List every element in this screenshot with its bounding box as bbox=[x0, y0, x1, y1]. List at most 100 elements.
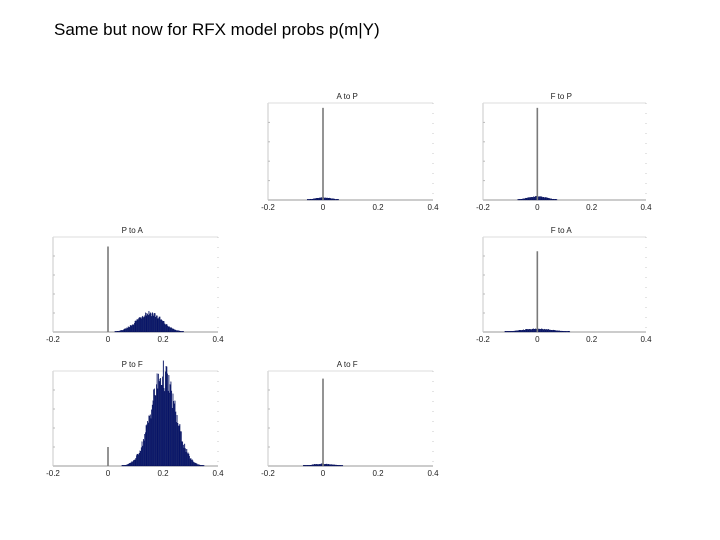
histogram-bar bbox=[516, 330, 518, 333]
histogram-bar bbox=[158, 318, 159, 333]
histogram-bar bbox=[320, 197, 322, 201]
histogram-bar bbox=[546, 197, 547, 201]
histogram-bar bbox=[312, 198, 314, 201]
histogram-bar bbox=[146, 424, 148, 467]
histogram-bar bbox=[544, 329, 546, 333]
histogram-bar bbox=[156, 373, 158, 467]
histogram-bar bbox=[512, 331, 513, 333]
histogram-bar bbox=[129, 325, 131, 333]
histogram-bar bbox=[539, 196, 541, 201]
histogram-bar bbox=[201, 465, 203, 467]
histogram-bar bbox=[120, 330, 122, 333]
histogram-bar bbox=[181, 441, 183, 467]
histogram-bar bbox=[140, 447, 142, 467]
histogram-bar bbox=[514, 330, 516, 333]
histogram-bar bbox=[531, 329, 533, 333]
histogram-bar bbox=[304, 465, 306, 467]
histogram-bar bbox=[148, 415, 150, 467]
histogram-panel: P to F -0.2 0 0.2 0.4 bbox=[46, 360, 224, 478]
histogram-bar bbox=[331, 198, 333, 201]
histogram-bar bbox=[307, 465, 308, 467]
histogram-bar bbox=[308, 199, 310, 201]
histogram-bar bbox=[562, 331, 564, 333]
histogram-bar bbox=[182, 444, 184, 467]
histogram-bar bbox=[565, 331, 567, 333]
x-tick-label: 0 bbox=[535, 203, 540, 212]
histogram-bar bbox=[119, 330, 121, 333]
histogram-bar bbox=[134, 320, 136, 333]
histogram-bar bbox=[165, 324, 167, 333]
histogram-bar bbox=[551, 199, 553, 201]
histogram-bar bbox=[173, 403, 175, 467]
histogram-bar bbox=[518, 199, 520, 201]
histogram-bar bbox=[147, 421, 148, 467]
histogram-bar bbox=[141, 316, 143, 333]
histogram-bar bbox=[324, 463, 326, 467]
histogram-bar bbox=[149, 312, 151, 333]
histogram-bar bbox=[552, 198, 554, 201]
histogram-bar bbox=[140, 451, 142, 467]
histogram-bar bbox=[509, 331, 511, 333]
histogram-bar bbox=[508, 331, 509, 333]
histogram-bar bbox=[531, 197, 532, 201]
histogram-bar bbox=[313, 198, 315, 201]
histogram-bar bbox=[556, 199, 558, 201]
histogram-bar bbox=[160, 319, 162, 333]
histogram-bar bbox=[184, 443, 186, 467]
histogram-bar bbox=[151, 312, 153, 333]
histogram-bar bbox=[138, 317, 140, 333]
histogram-bar bbox=[151, 316, 153, 333]
histogram-bar bbox=[333, 198, 335, 201]
histogram-bar bbox=[521, 329, 523, 333]
histogram-bar bbox=[311, 199, 313, 201]
histogram-bar bbox=[308, 465, 310, 467]
histogram-bar bbox=[180, 331, 181, 333]
histogram-bar bbox=[338, 465, 340, 467]
histogram-bar bbox=[175, 330, 177, 333]
histogram-bar bbox=[127, 464, 129, 467]
histogram-bar bbox=[533, 329, 535, 333]
histogram-bar bbox=[185, 452, 187, 467]
histogram-bar bbox=[512, 331, 514, 333]
histogram-bar bbox=[320, 463, 322, 467]
histogram-bar bbox=[567, 331, 568, 333]
histogram-bar bbox=[144, 315, 146, 333]
histogram-bar bbox=[314, 464, 316, 467]
x-tick-label: 0 bbox=[106, 335, 111, 344]
histogram-bar bbox=[149, 415, 151, 467]
histogram-bar bbox=[340, 465, 341, 467]
histogram-bar bbox=[339, 465, 341, 467]
histogram-bar bbox=[155, 317, 157, 333]
x-tick-label: 0.2 bbox=[372, 203, 384, 212]
histogram-bar bbox=[154, 395, 156, 467]
histogram-bar bbox=[333, 198, 335, 201]
x-tick-label: 0.2 bbox=[372, 469, 384, 478]
histogram-bar bbox=[529, 329, 530, 333]
histogram-bar bbox=[327, 464, 329, 467]
histogram-bar bbox=[312, 464, 314, 467]
histogram-bar bbox=[513, 330, 515, 333]
histogram-bar bbox=[542, 329, 544, 333]
histogram-bar bbox=[162, 376, 164, 467]
histogram-bar bbox=[307, 199, 308, 201]
histogram-bar bbox=[548, 329, 549, 333]
histogram-bar bbox=[166, 366, 168, 467]
histogram-bar bbox=[303, 465, 305, 467]
histogram-bar bbox=[200, 465, 202, 467]
histogram-bar bbox=[133, 460, 135, 467]
histogram-bar bbox=[560, 330, 562, 333]
histogram-bar bbox=[180, 431, 181, 467]
histogram-bar bbox=[331, 198, 333, 201]
histogram-bar bbox=[546, 197, 548, 201]
spike-bar bbox=[536, 251, 539, 332]
histogram-bar bbox=[167, 390, 169, 467]
histogram-bar bbox=[326, 197, 328, 201]
histogram-bar bbox=[191, 459, 192, 467]
histogram-bar bbox=[160, 378, 162, 467]
histogram-bar bbox=[520, 199, 522, 201]
histogram-bar bbox=[566, 331, 568, 333]
histogram-bar bbox=[333, 464, 335, 467]
histogram-bar bbox=[319, 197, 321, 201]
histogram-bar bbox=[163, 388, 165, 467]
histogram-bar bbox=[192, 460, 194, 467]
